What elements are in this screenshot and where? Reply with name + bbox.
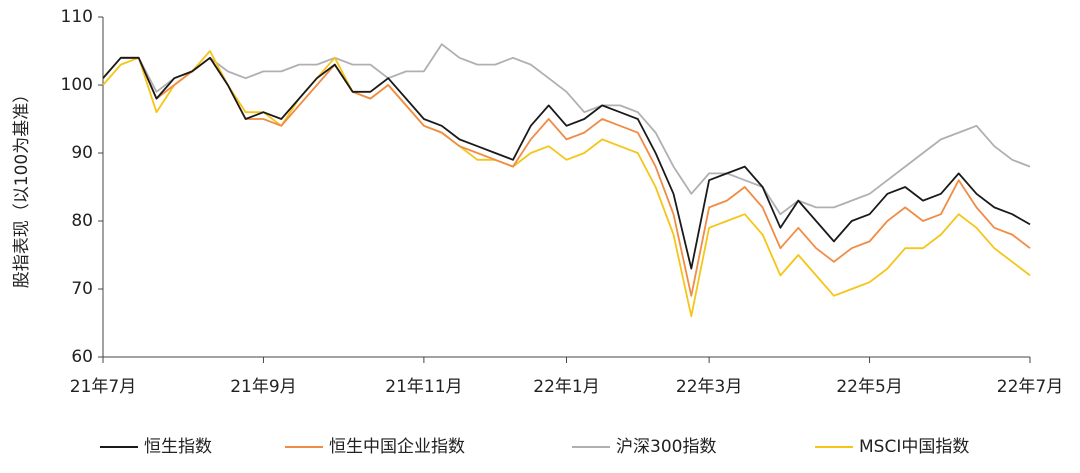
y-tick-label: 110: [61, 7, 93, 27]
y-tick-label: 60: [71, 347, 93, 367]
legend-label: MSCI中国指数: [859, 437, 969, 457]
y-tick-label: 80: [71, 211, 93, 231]
x-tick-label: 21年11月: [385, 377, 462, 397]
legend-label: 恒生中国企业指数: [329, 437, 465, 457]
y-tick-label: 90: [71, 143, 93, 163]
series-line: [102, 50, 1031, 318]
x-tick-label: 21年7月: [70, 377, 136, 397]
y-axis-title: 股指表现（以100为基准）: [12, 86, 32, 288]
legend-label: 恒生指数: [144, 437, 212, 457]
x-tick-label: 22年5月: [836, 377, 902, 397]
legend-label: 沪深300指数: [616, 437, 716, 457]
x-tick-label: 22年7月: [997, 377, 1063, 397]
x-tick-label: 21年9月: [230, 377, 296, 397]
x-tick-label: 22年3月: [676, 377, 742, 397]
series-line: [102, 56, 1031, 270]
y-tick-label: 100: [61, 75, 93, 95]
x-tick-label: 22年1月: [533, 377, 599, 397]
series-line: [102, 56, 1031, 297]
y-tick-label: 70: [71, 279, 93, 299]
series-line: [102, 43, 1031, 216]
